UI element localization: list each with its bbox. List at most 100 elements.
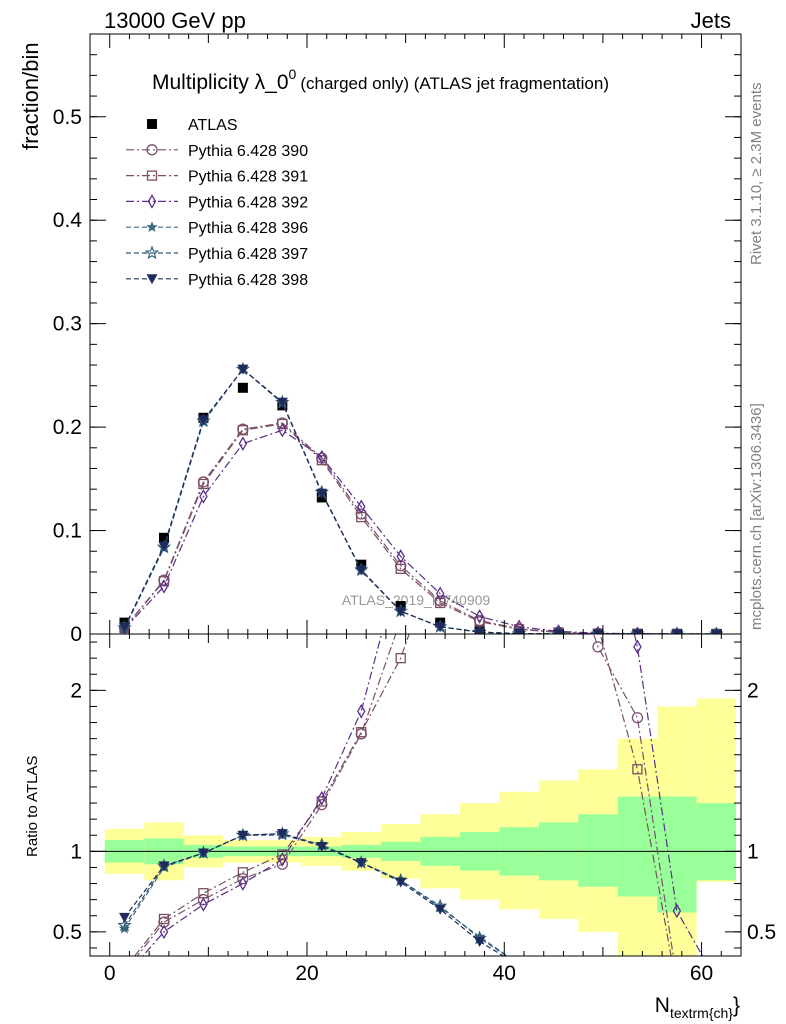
- data-point: [434, 622, 446, 633]
- legend: ATLAS Pythia 6.428 390 Pythia 6.428 391 Pyt…: [126, 117, 308, 289]
- data-point: [592, 641, 604, 653]
- data-point: [278, 852, 287, 867]
- y-tick-label: 0.3: [53, 313, 82, 336]
- data-point: [672, 975, 682, 985]
- y-tick-label: 0.4: [53, 209, 83, 232]
- data-point: [277, 418, 288, 430]
- series-line: [124, 833, 508, 956]
- data-point: [711, 991, 721, 1001]
- legend-marker: [147, 194, 157, 209]
- data-point: [553, 629, 565, 634]
- legend-label: Pythia 6.428 398: [188, 272, 308, 289]
- data-point: [713, 974, 720, 986]
- data-point: [633, 639, 642, 655]
- y-tick-label: 0.2: [53, 416, 82, 439]
- data-point: [672, 984, 681, 993]
- data-point: [237, 382, 248, 393]
- data-point: [671, 629, 683, 634]
- data-point: [474, 627, 486, 634]
- x-tick-label: 60: [690, 962, 713, 985]
- y-tick-label: 0.1: [53, 520, 82, 543]
- data-point: [435, 540, 445, 550]
- data-point: [632, 990, 643, 1001]
- watermark: ATLAS_2019_I1740909: [342, 592, 491, 608]
- data-point: [632, 992, 643, 1002]
- data-point: [120, 967, 130, 977]
- data-point: [669, 626, 685, 634]
- data-point: [631, 629, 643, 634]
- data-point: [119, 912, 131, 923]
- legend-entry-pythia-6-428-390: Pythia 6.428 390: [126, 143, 308, 160]
- data-point: [592, 629, 604, 634]
- data-point: [435, 586, 445, 601]
- data-point: [395, 606, 407, 617]
- data-point: [158, 541, 170, 552]
- data-point: [395, 563, 406, 574]
- x-tick-label: 20: [295, 962, 318, 985]
- data-point: [476, 443, 483, 455]
- y-tick-label-right: 1: [747, 840, 759, 863]
- data-point: [473, 930, 486, 942]
- data-point: [511, 626, 527, 634]
- series-line: [133, 634, 672, 956]
- data-point: [199, 489, 208, 504]
- legend-label: Pythia 6.428 391: [188, 169, 308, 186]
- data-point: [437, 475, 444, 487]
- data-point: [355, 565, 367, 576]
- series-line: [136, 634, 674, 956]
- legend-marker: [146, 170, 158, 181]
- data-point: [158, 532, 169, 543]
- chart-title-main: Multiplicity λ_0: [152, 71, 289, 94]
- data-point: [475, 492, 485, 502]
- legend-marker: [146, 144, 158, 156]
- data-point: [592, 992, 603, 1002]
- y-tick-label: 0.5: [53, 921, 82, 944]
- legend-marker: [144, 245, 160, 260]
- data-point: [276, 829, 288, 840]
- legend-label: Pythia 6.428 390: [188, 143, 308, 160]
- data-point: [592, 990, 603, 1001]
- legend-label: Pythia 6.428 397: [188, 246, 308, 263]
- x-axis-label: Ntextrm{ch}}: [655, 994, 740, 1021]
- y-axis-label-main: fraction/bin: [18, 42, 43, 150]
- data-point: [237, 364, 249, 375]
- data-point: [159, 924, 169, 940]
- data-point: [276, 397, 288, 408]
- inner-uncertainty-band: [578, 814, 618, 887]
- data-point: [555, 459, 562, 471]
- legend-label: Pythia 6.428 392: [188, 194, 308, 211]
- data-point: [554, 524, 564, 534]
- data-point: [710, 629, 722, 634]
- data-point: [712, 992, 721, 1001]
- data-point: [317, 449, 327, 465]
- plot-frame: [89, 633, 742, 957]
- data-point: [119, 622, 131, 633]
- data-point: [316, 455, 327, 466]
- ratio-panel: 0.5 0.51 12 20 20 40 60 Ratio to ATLAS Ntextrm…: [24, 443, 776, 1021]
- data-point: [475, 609, 484, 624]
- process-label: Jets: [691, 8, 731, 33]
- legend-label: ATLAS: [188, 117, 238, 134]
- data-point: [317, 790, 327, 806]
- y-tick-label: 0.5: [53, 106, 82, 129]
- x-axis-label-main: N: [655, 994, 670, 1017]
- chart-title-rest: (charged only) (ATLAS jet fragmentation): [300, 74, 609, 93]
- data-point: [631, 712, 644, 724]
- data-point: [355, 858, 367, 869]
- y-axis-label-ratio: Ratio to ATLAS: [24, 756, 41, 857]
- data-point: [396, 549, 405, 564]
- data-point: [198, 478, 209, 490]
- data-point: [513, 629, 525, 634]
- legend-entry-pythia-6-428-396: Pythia 6.428 396: [126, 220, 308, 237]
- x-axis-label-close: }: [733, 994, 740, 1017]
- legend-label: Pythia 6.428 396: [188, 220, 308, 237]
- data-point: [630, 626, 645, 634]
- x-tick-label: 0: [104, 962, 116, 985]
- data-point: [121, 971, 128, 983]
- legend-entry-pythia-6-428-392: Pythia 6.428 392: [126, 194, 308, 211]
- y-tick-label-right: 0.5: [747, 921, 776, 944]
- data-point: [472, 624, 487, 634]
- data-point: [278, 422, 287, 438]
- data-point: [237, 873, 249, 885]
